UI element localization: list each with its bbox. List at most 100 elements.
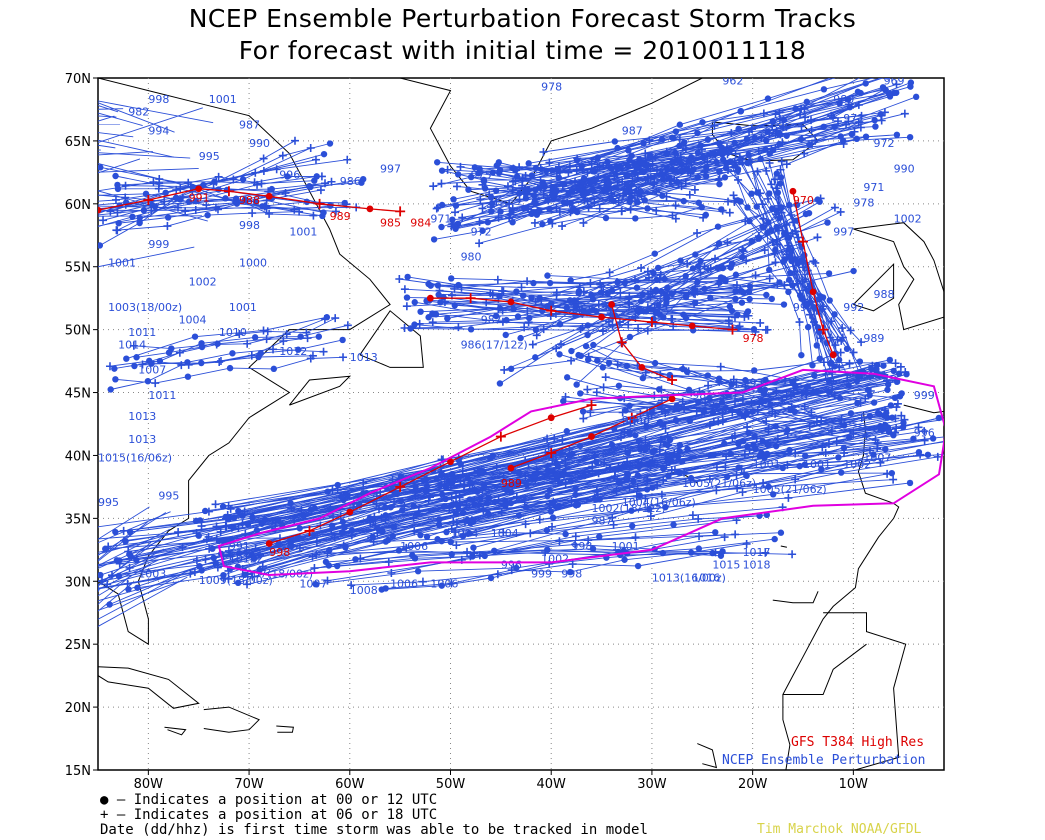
- ensemble-position-marker: [767, 180, 776, 189]
- ensemble-position-marker: [611, 138, 619, 145]
- ensemble-position-marker: [111, 195, 120, 204]
- ensemble-position-marker: [488, 290, 497, 299]
- ensemble-position-marker: [716, 168, 723, 175]
- ensemble-position-marker: [743, 135, 751, 143]
- ensemble-position-marker: [470, 544, 477, 551]
- coastline: [772, 591, 819, 604]
- ensemble-pressure-label: 992: [843, 301, 864, 314]
- ensemble-position-marker: [635, 463, 642, 471]
- ensemble-pressure-label: 1013: [350, 351, 378, 364]
- ensemble-position-marker: [773, 434, 782, 443]
- ensemble-position-marker: [763, 137, 770, 144]
- gfs-position-marker: [447, 458, 454, 466]
- ensemble-position-marker: [211, 500, 220, 509]
- ensemble-key-label: NCEP Ensemble Perturbation: [722, 753, 926, 768]
- ensemble-position-marker: [382, 585, 389, 592]
- ensemble-position-marker: [432, 311, 440, 318]
- ensemble-pressure-label: 1008: [350, 584, 378, 597]
- ensemble-track: [527, 121, 849, 191]
- lat-tick-label: 25N: [65, 638, 91, 653]
- ensemble-pressure-label: 972: [471, 225, 492, 238]
- ensemble-pressure-label: 1007: [863, 452, 891, 465]
- ensemble-position-marker: [835, 363, 844, 372]
- ensemble-position-marker: [896, 393, 904, 400]
- ensemble-position-marker: [645, 442, 654, 451]
- ensemble-position-marker: [819, 358, 828, 367]
- ensemble-position-marker: [531, 297, 540, 306]
- ensemble-position-marker: [323, 576, 332, 585]
- ensemble-position-marker: [663, 432, 672, 441]
- ensemble-position-marker: [901, 368, 910, 377]
- gfs-position-marker: [798, 236, 808, 247]
- ensemble-position-marker: [105, 362, 114, 371]
- gfs-pressure-label: 985: [380, 216, 401, 229]
- ensemble-pressure-label: 997: [380, 162, 401, 175]
- ensemble-position-marker: [435, 481, 444, 490]
- ensemble-position-marker: [230, 514, 238, 522]
- ensemble-position-marker: [655, 301, 662, 309]
- ensemble-position-marker: [608, 513, 617, 522]
- ensemble-position-marker: [492, 197, 501, 206]
- ensemble-position-marker: [784, 493, 793, 502]
- ensemble-position-marker: [587, 157, 596, 166]
- ensemble-position-marker: [115, 220, 122, 227]
- gfs-position-marker: [626, 412, 637, 423]
- ensemble-position-marker: [863, 71, 869, 77]
- gfs-pressure-label: 988: [239, 194, 260, 207]
- gfs-position-marker: [616, 337, 627, 348]
- gfs-pressure-label: 998: [269, 546, 290, 559]
- gfs-position-marker: [395, 206, 406, 217]
- ensemble-position-marker: [423, 533, 431, 540]
- ensemble-position-marker: [400, 323, 409, 332]
- ensemble-position-marker: [561, 392, 570, 401]
- ensemble-position-marker: [507, 365, 515, 373]
- ensemble-position-marker: [783, 460, 792, 469]
- ensemble-position-marker: [896, 69, 902, 75]
- ensemble-position-marker: [948, 415, 954, 421]
- ensemble-position-marker: [563, 428, 571, 435]
- ensemble-position-marker: [767, 226, 775, 234]
- ensemble-track: [576, 214, 777, 385]
- ensemble-position-marker: [451, 528, 460, 537]
- ensemble-position-marker: [151, 379, 160, 388]
- ensemble-position-marker: [605, 359, 613, 367]
- ensemble-position-marker: [688, 511, 697, 520]
- ensemble-position-marker: [323, 549, 332, 558]
- ensemble-position-marker: [602, 214, 610, 222]
- ensemble-pressure-label: 1013: [128, 433, 156, 446]
- ensemble-position-marker: [320, 150, 328, 158]
- ensemble-position-marker: [525, 160, 532, 167]
- gfs-position-marker: [727, 324, 738, 335]
- ensemble-position-marker: [850, 267, 857, 275]
- ensemble-position-marker: [896, 362, 905, 371]
- ensemble-position-marker: [597, 289, 605, 296]
- ensemble-position-marker: [675, 135, 684, 144]
- ensemble-position-marker: [754, 147, 763, 156]
- ensemble-position-marker: [74, 603, 80, 609]
- ensemble-position-marker: [488, 208, 495, 215]
- ensemble-position-marker: [765, 483, 772, 490]
- gfs-position-marker: [223, 186, 234, 197]
- ensemble-position-marker: [136, 219, 143, 227]
- gfs-pressure-label: 984: [410, 216, 431, 229]
- ensemble-pressure-label: 1013: [128, 410, 156, 423]
- ensemble-position-marker: [566, 568, 574, 576]
- lat-tick-label: 55N: [65, 261, 91, 276]
- ensemble-position-marker: [546, 279, 554, 287]
- ensemble-position-marker: [538, 166, 547, 175]
- ensemble-track: [98, 521, 148, 562]
- ensemble-position-marker: [476, 195, 485, 204]
- ensemble-position-marker: [513, 288, 520, 295]
- ensemble-position-marker: [732, 271, 740, 278]
- ensemble-position-marker: [722, 452, 731, 461]
- ensemble-position-marker: [507, 566, 516, 575]
- ensemble-position-marker: [721, 174, 729, 181]
- ensemble-position-marker: [497, 508, 506, 517]
- ensemble-position-marker: [190, 567, 199, 576]
- ensemble-position-marker: [522, 204, 530, 212]
- ensemble-position-marker: [586, 408, 595, 417]
- ensemble-position-marker: [522, 188, 531, 197]
- ensemble-position-marker: [742, 256, 751, 265]
- ensemble-position-marker: [806, 141, 813, 149]
- ensemble-position-marker: [882, 445, 889, 453]
